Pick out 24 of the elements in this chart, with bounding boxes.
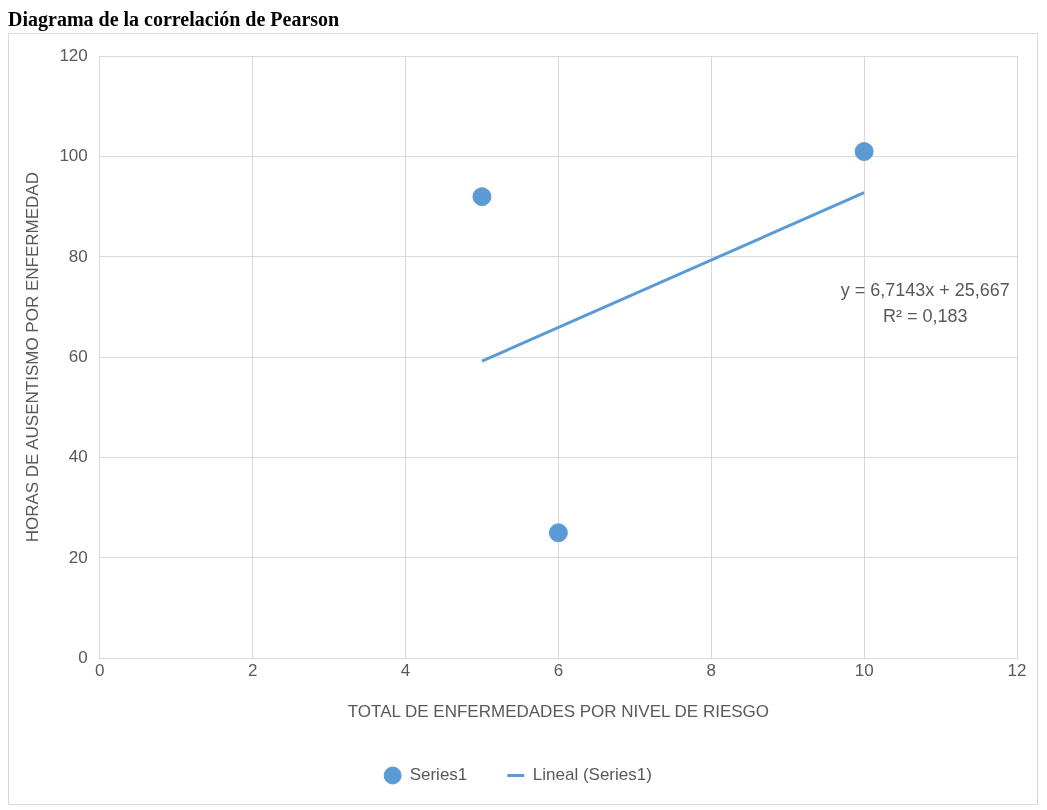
y-axis-title: HORAS DE AUSENTISMO POR ENFERMEDAD [22,172,42,543]
annotation: R² = 0,183 [883,305,968,326]
x-tick-label: 6 [553,661,564,681]
x-tick-label: 4 [400,661,411,681]
x-tick-label: 10 [854,661,874,681]
point [548,523,568,543]
x-axis-title: TOTAL DE ENFERMEDADES POR NIVEL DE RIESGO [347,702,770,722]
y-tick-label: 0 [78,647,88,667]
x-tick-label: 0 [95,661,105,681]
y-tick-label: 60 [68,346,88,366]
y-tick-label: 20 [68,547,88,567]
y-tick-label: 100 [59,146,88,166]
annotation: y = 6,7143x + 25,667 [840,279,1010,300]
x-tick-label: 2 [247,661,258,681]
x-tick-label: 8 [706,661,716,681]
point [854,142,874,162]
x-tick-label: 12 [1007,661,1027,681]
legend-label: Series1 [409,765,468,785]
point [472,187,492,207]
legend-label: Lineal (Series1) [532,765,652,785]
y-tick-label: 80 [68,246,88,266]
y-tick-label: 120 [59,45,88,65]
y-tick-label: 40 [68,447,88,467]
chart-title: Diagrama de la correlación de Pearson [8,8,341,31]
